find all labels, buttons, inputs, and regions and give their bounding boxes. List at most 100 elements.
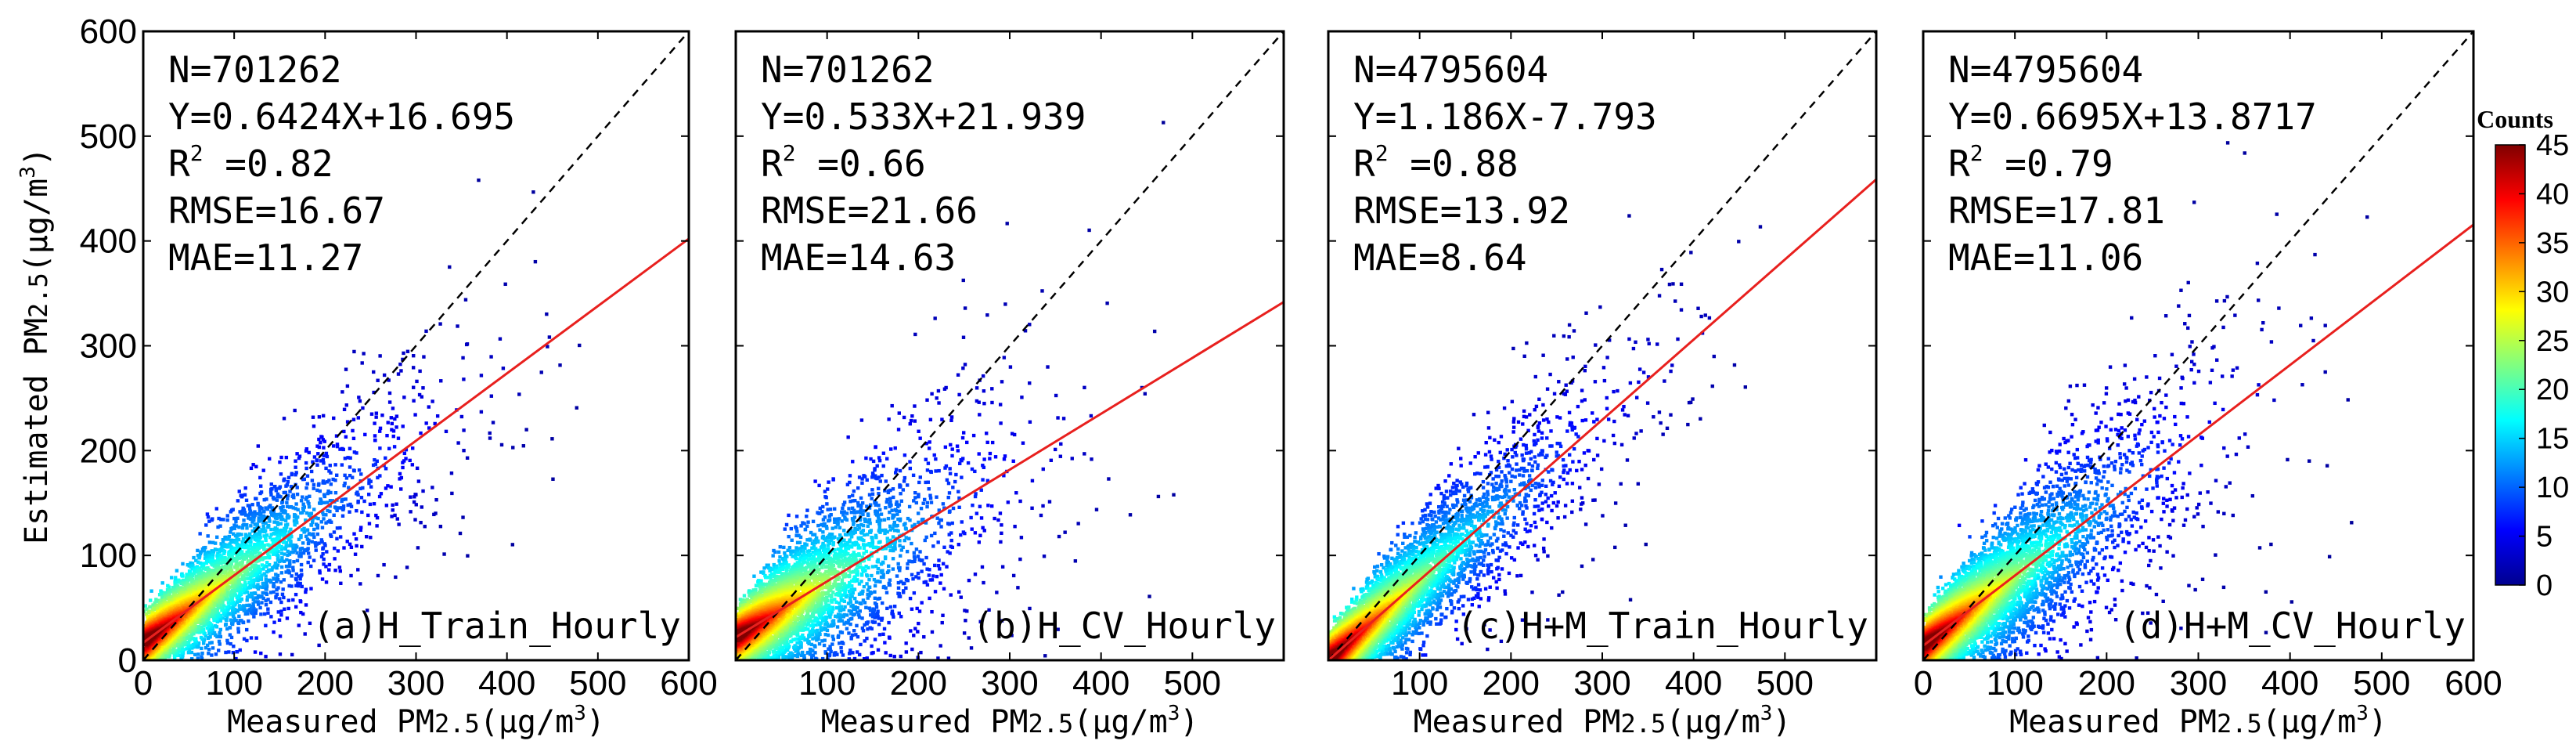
x-tick-label: 500: [2353, 664, 2410, 703]
colorbar-tick-label: 5: [2536, 521, 2553, 554]
x-axis-label-unit: (μg/m: [1073, 704, 1167, 740]
stat-r2-prefix: R: [168, 143, 190, 185]
panel-label: (d)H+M_CV_Hourly: [2119, 605, 2466, 647]
stat-r2-sup: 2: [783, 140, 796, 166]
colorbar-tick-label: 30: [2536, 276, 2569, 309]
colorbar-tick-label: 10: [2536, 471, 2569, 504]
stat-rmse: RMSE=13.92: [1353, 190, 1570, 232]
stat-n: N=701262: [761, 49, 935, 91]
x-axis-label-main: Measured PM: [821, 704, 1029, 740]
panel-label: (a)H_Train_Hourly: [312, 605, 681, 647]
x-tick-label: 200: [1483, 664, 1540, 703]
stat-mae: MAE=14.63: [761, 237, 956, 279]
y-axis-label: Estimated PM2.5(μg/m3): [16, 147, 55, 544]
x-axis-label-main: Measured PM: [227, 704, 434, 740]
y-tick-label: 300: [80, 327, 137, 366]
stat-r2-value: =0.82: [204, 143, 333, 185]
regression-line: [1328, 178, 1876, 660]
colorbar-tick-label: 0: [2536, 569, 2553, 602]
y-axis-label-sub: 2.5: [23, 273, 53, 318]
stat-mae: MAE=11.06: [1948, 237, 2143, 279]
x-tick-label: 400: [2261, 664, 2318, 703]
x-tick-label: 600: [660, 664, 717, 703]
regression-line: [143, 237, 689, 644]
colorbar-tick-label: 40: [2536, 178, 2569, 211]
x-tick-label: 100: [205, 664, 262, 703]
stat-r2-sup: 2: [190, 140, 204, 166]
x-tick-label: 0: [134, 664, 153, 703]
y-axis-label-unit: (μg/m: [19, 179, 55, 273]
x-tick-label: 200: [890, 664, 947, 703]
scatter-panel-b: 100 200 300 400 500N=701262Y=0.533X+21.939R2…: [734, 30, 1285, 740]
stat-r2-value: =0.88: [1389, 143, 1519, 185]
stat-r2-prefix: R: [1948, 143, 1970, 185]
x-axis-label-close: ): [2369, 704, 2387, 740]
x-tick-label: 300: [2170, 664, 2227, 703]
scatter-panel-a: 0 100 200 300 400 500 600 0 100 200 300 400 500 600 N=…: [16, 13, 718, 740]
x-axis-label-close: ): [586, 704, 605, 740]
x-axis-label-close: ): [1180, 704, 1198, 740]
stat-r2-sup: 2: [1375, 140, 1389, 166]
stat-rmse: RMSE=16.67: [168, 190, 385, 232]
one-to-one-line: [1923, 31, 2473, 660]
colorbar-title: Counts: [2477, 105, 2553, 133]
x-tick-label: 300: [981, 664, 1038, 703]
x-axis-label: Measured PM2.5(μg/m3): [821, 702, 1199, 740]
y-tick-label: 100: [80, 536, 137, 575]
x-axis-label-sup: 3: [574, 702, 586, 725]
colorbar-tick-label: 35: [2536, 227, 2569, 260]
one-to-one-line: [1328, 31, 1876, 660]
x-tick-label: 400: [1072, 664, 1129, 703]
x-axis-label-main: Measured PM: [2009, 704, 2217, 740]
x-axis-label-main: Measured PM: [1414, 704, 1621, 740]
x-tick-label: 600: [2444, 664, 2502, 703]
x-axis-label-unit: (μg/m: [2262, 704, 2356, 740]
x-tick-label: 400: [478, 664, 535, 703]
colorbar-tick-label: 25: [2536, 325, 2569, 358]
stat-rmse: RMSE=17.81: [1948, 190, 2165, 232]
stat-n: N=701262: [168, 49, 342, 91]
stat-r2-prefix: R: [1353, 143, 1375, 185]
panel-label: (c)H+M_Train_Hourly: [1457, 605, 1868, 647]
stat-equation: Y=0.6695X+13.8717: [1948, 96, 2317, 138]
y-tick-label: 0: [118, 641, 137, 680]
regression-line: [736, 301, 1284, 638]
x-axis-label: Measured PM2.5(μg/m3): [1414, 702, 1792, 740]
stat-equation: Y=0.6424X+16.695: [168, 96, 515, 138]
x-tick-label: 100: [798, 664, 856, 703]
stat-r2: R2 =0.66: [761, 140, 926, 185]
x-axis-label-unit: (μg/m: [1666, 704, 1760, 740]
x-tick-label: 100: [1391, 664, 1448, 703]
x-axis-label-sup: 3: [1168, 702, 1180, 725]
x-axis-label-close: ): [1772, 704, 1791, 740]
stat-r2-value: =0.79: [1983, 143, 2113, 185]
x-tick-label: 500: [569, 664, 626, 703]
y-axis-label-close: ): [19, 147, 55, 166]
x-axis-label: Measured PM2.5(μg/m3): [2009, 702, 2387, 740]
colorbar: Counts 0 5 10 15 20 25 30 35 40 45: [2477, 105, 2569, 602]
y-tick-label: 400: [80, 222, 137, 261]
colorbar-tick-label: 45: [2536, 129, 2569, 162]
stat-rmse: RMSE=21.66: [761, 190, 978, 232]
stat-r2: R2 =0.88: [1353, 140, 1519, 185]
x-tick-label: 400: [1665, 664, 1722, 703]
stat-r2-sup: 2: [1970, 140, 1983, 166]
stat-n: N=4795604: [1948, 49, 2143, 91]
x-tick-label: 200: [2078, 664, 2135, 703]
x-axis-label-sub: 2.5: [2217, 709, 2262, 739]
y-tick-label: 600: [80, 13, 137, 51]
x-tick-label: 300: [387, 664, 445, 703]
x-tick-label: 0: [1914, 664, 1933, 703]
x-axis-label: Measured PM2.5(μg/m3): [227, 702, 605, 740]
y-axis-label-sup: 3: [16, 166, 40, 179]
x-tick-label: 200: [297, 664, 354, 703]
stat-n: N=4795604: [1353, 49, 1548, 91]
stat-r2-prefix: R: [761, 143, 783, 185]
stat-mae: MAE=8.64: [1353, 237, 1527, 279]
stat-mae: MAE=11.27: [168, 237, 363, 279]
colorbar-tick-label: 15: [2536, 423, 2569, 456]
colorbar-tick-label: 20: [2536, 374, 2569, 406]
scatter-panel-d: 0 100 200 300 400 500 600 N=4795604 Y=0.6695X+13…: [1914, 30, 2502, 740]
panel-label: (b)H_CV_Hourly: [972, 605, 1276, 647]
